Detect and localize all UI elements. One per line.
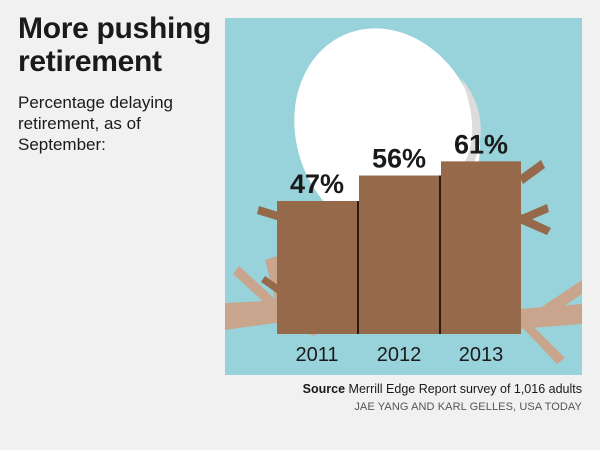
category-label-2011: 2011: [295, 344, 338, 366]
bar-series: [277, 161, 521, 334]
value-label-2011: 47%: [290, 169, 344, 199]
bar-chart: 47% 56% 61% 2011 2012 2013: [225, 28, 582, 366]
category-label-2012: 2012: [377, 344, 422, 366]
nest-twig-left-a: [233, 266, 285, 314]
value-label-2012: 56%: [372, 144, 426, 174]
nest-stick-right-c: [517, 214, 551, 235]
value-label-2013: 61%: [454, 129, 508, 159]
source-text: Merrill Edge Report survey of 1,016 adul…: [348, 382, 582, 396]
source-label: Source: [302, 382, 346, 396]
source-note: Source Merrill Edge Report survey of 1,0…: [303, 382, 582, 396]
nest-stick-right-a: [519, 160, 545, 184]
bar-2011: [277, 200, 357, 334]
bar-2013: [441, 161, 521, 334]
egg-shade: [461, 78, 481, 170]
nest-twig-right-b: [519, 318, 565, 364]
bar-2012: [359, 175, 439, 334]
chart-title: More pushing retirement: [18, 12, 212, 78]
chart-panel: 47% 56% 61% 2011 2012 2013: [225, 18, 582, 375]
category-labels: 2011 2012 2013: [295, 344, 503, 366]
value-labels: 47% 56% 61%: [290, 129, 508, 199]
nest-twig-right-a: [525, 280, 582, 328]
category-label-2013: 2013: [459, 344, 504, 366]
credit-line: JAE YANG AND KARL GELLES, USA TODAY: [354, 401, 582, 413]
chart-subtitle: Percentage delaying retirement, as of Se…: [18, 93, 174, 154]
